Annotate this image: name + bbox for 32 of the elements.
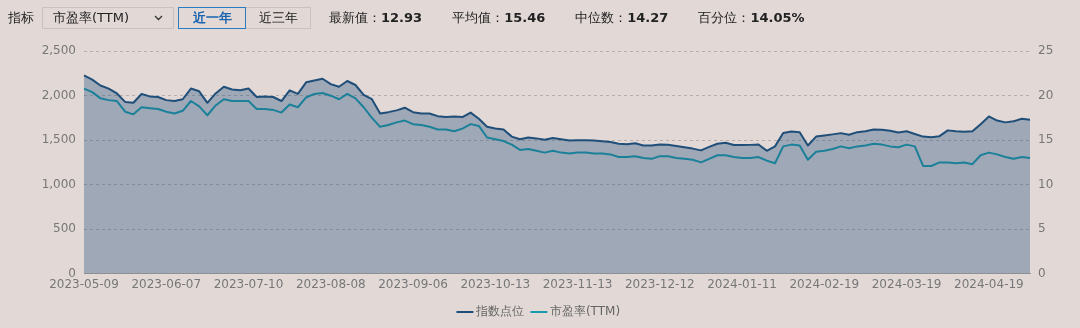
text: 平均值：15.46 — [452, 10, 546, 25]
x-tick-label: 2023-10-13 — [460, 276, 531, 291]
y2-tick-label: 0 — [1038, 265, 1046, 280]
legend-label: 指数点位 — [474, 304, 524, 319]
x-tick-label: 2024-04-19 — [953, 276, 1024, 291]
y-tick-label: 500 — [53, 221, 76, 236]
text: 最新值：12.93 — [329, 10, 423, 25]
text: 近一年 — [178, 7, 246, 29]
x-tick-label: 2024-02-19 — [789, 276, 860, 291]
x-tick-label: 2024-01-11 — [707, 276, 777, 291]
y-tick-label: 2,500 — [41, 43, 76, 58]
text: 市盈率(TTM) — [53, 9, 130, 27]
y-tick-label: 1,000 — [41, 176, 76, 191]
y-tick-label: 1,500 — [41, 132, 76, 147]
x-tick-label: 2023-07-10 — [213, 276, 284, 291]
y2-tick-label: 20 — [1038, 87, 1054, 102]
x-tick-label: 2023-06-07 — [131, 276, 202, 291]
y2-tick-label: 10 — [1038, 176, 1054, 191]
text: 中位数：14.27 — [575, 10, 669, 25]
y2-tick-label: 15 — [1038, 132, 1054, 147]
text: 指标 — [8, 9, 34, 27]
text: 近三年 — [246, 7, 311, 29]
y2-tick-label: 25 — [1038, 43, 1054, 58]
x-tick-label: 2023-11-13 — [542, 276, 613, 291]
x-tick-label: 2024-03-19 — [871, 276, 942, 291]
x-tick-label: 2023-08-08 — [295, 276, 366, 291]
text: 百分位：14.05% — [698, 10, 805, 25]
x-tick-label: 2023-09-06 — [378, 276, 448, 291]
x-tick-label: 2023-12-12 — [624, 276, 695, 291]
legend-label: 市盈率(TTM) — [549, 304, 621, 319]
y2-tick-label: 5 — [1038, 221, 1046, 236]
y-tick-label: 2,000 — [41, 87, 76, 102]
